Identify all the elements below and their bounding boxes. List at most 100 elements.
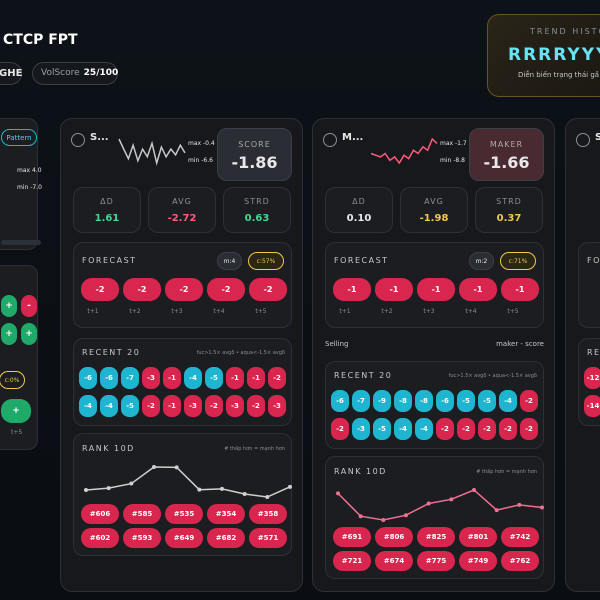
forecast-panel: FORECAST m:2 c:71% -1 t+1 -1 t+2 -1 t+3 -1 t+4 -1 t+… <box>325 242 544 328</box>
recent-pill: -5 <box>478 390 496 412</box>
recent-pill: -2 <box>142 395 160 417</box>
mini-chart <box>118 138 186 166</box>
c-pill: c:57% <box>248 252 284 270</box>
legend: fuc>1.5× avgδ • aqua<-1.5× avgδ <box>196 350 285 356</box>
recent-pill: -8 <box>394 390 412 412</box>
rank-pill: #825 <box>417 527 455 547</box>
recent-pill: -6 <box>100 367 118 389</box>
recent-pill: -3 <box>352 418 370 440</box>
rank-pill: #649 <box>165 528 203 548</box>
forecast-pill: -1 <box>375 278 413 301</box>
signal-pill: + <box>21 323 37 345</box>
recent-pill: -3 <box>142 367 160 389</box>
pattern-button[interactable]: Pattern <box>1 129 37 146</box>
point <box>358 514 363 519</box>
line <box>337 489 543 521</box>
section-title: FO <box>587 256 600 265</box>
forecast-pill: -2 <box>207 278 245 301</box>
rank-pill: #742 <box>501 527 539 547</box>
m-pill: m:4 <box>217 252 242 270</box>
max-label: max -1.7 <box>440 140 467 147</box>
section-title: RECENT 20 <box>82 348 141 357</box>
recent-pill: -2 <box>478 418 496 440</box>
score-value: -1.86 <box>231 153 278 172</box>
tag-pill: GHE <box>0 62 22 85</box>
recent-pill: -5 <box>373 418 391 440</box>
point <box>174 465 179 470</box>
stat-value: -1.98 <box>419 213 449 224</box>
point <box>449 497 454 502</box>
recent-pill: -7 <box>121 367 139 389</box>
min-label: min -8.8 <box>440 157 465 164</box>
card-title: S... <box>90 132 109 143</box>
signal-card: S FO RE -12 -14 <box>565 118 600 592</box>
section-title: RANK 10D <box>334 467 387 476</box>
forecast-pill: -1 <box>333 278 371 301</box>
step-label: t+5 <box>11 429 23 436</box>
mini-chart <box>84 465 292 499</box>
step-label: t+4 <box>213 308 225 315</box>
step-label: t+2 <box>129 308 141 315</box>
point <box>336 491 340 496</box>
forecast-pill: -2 <box>123 278 161 301</box>
point <box>152 465 156 469</box>
point <box>242 491 247 496</box>
mini-chart <box>370 137 438 165</box>
line <box>85 466 291 498</box>
c-pill: c:0% <box>0 371 25 389</box>
score-box: MAKER -1.66 <box>469 128 544 181</box>
min-label: min -7.0 <box>17 184 42 191</box>
side-label: maker - score <box>496 340 544 348</box>
section-title: RECENT 20 <box>334 371 393 380</box>
forecast-pill: -1 <box>417 278 455 301</box>
recent-pill: -2 <box>247 395 265 417</box>
rank-panel: RANK 10D # thấp hơn = mạnh hơn #606 #585 #53… <box>73 433 292 556</box>
forecast-panel: FORECAST m:4 c:57% -2 t+1 -2 t+2 -2 t+3 -2 t+4 -2 t+… <box>73 242 292 328</box>
progress <box>1 240 41 245</box>
score-box: SCORE -1.86 <box>217 128 292 181</box>
point <box>540 505 544 510</box>
recent-pill: -6 <box>436 390 454 412</box>
point <box>381 518 386 522</box>
forecast-pill: -2 <box>81 278 119 301</box>
icon <box>323 133 337 147</box>
recent-pill: -2 <box>268 367 286 389</box>
recent-panel: RECENT 20 fuc>1.5× avgδ • aqua<-1.5× avgδ… <box>73 338 292 426</box>
stat-box: STRD 0.37 <box>475 187 543 233</box>
stat-value: 1.61 <box>94 213 120 224</box>
icon <box>576 133 590 147</box>
trend-value: RRRRYYYY <box>508 45 600 65</box>
section-title: RANK 10D <box>82 444 135 453</box>
recent-pill: -1 <box>226 367 244 389</box>
recent-pill: -4 <box>100 395 118 417</box>
signal-pill: - <box>21 295 37 317</box>
recent-pill: -8 <box>415 390 433 412</box>
signal-pill: + <box>1 295 17 317</box>
rank-pill: #358 <box>249 504 287 524</box>
card-title: S <box>595 132 600 143</box>
stat-label: STRD <box>496 197 522 206</box>
signal-pill: + <box>1 323 17 345</box>
stat-box: AVG -1.98 <box>400 187 468 233</box>
forecast-pill: + <box>1 399 31 423</box>
forecast-pill: -1 <box>501 278 539 301</box>
stat-label: AVG <box>424 197 444 206</box>
recent-pill: -4 <box>184 367 202 389</box>
recent-pill: -9 <box>373 390 391 412</box>
section-title: FORECAST <box>334 256 389 265</box>
side-label: Selling <box>325 340 349 348</box>
recent-pill: -6 <box>331 390 349 412</box>
recent-pill: -2 <box>520 390 538 412</box>
recent-pill: -2 <box>457 418 475 440</box>
trend-label: TREND HISTO <box>530 27 600 36</box>
recent-pill: -14 <box>584 395 600 417</box>
trend-card: TREND HISTO RRRRYYYY Diễn biến trạng thái … <box>487 14 600 97</box>
recent-pill: -4 <box>499 390 517 412</box>
recent-pill: -3 <box>226 395 244 417</box>
rank-pill: #682 <box>207 528 245 548</box>
stat-box: ΔD 0.10 <box>325 187 393 233</box>
recent-pill: -12 <box>584 367 600 389</box>
recent-pill: -1 <box>163 367 181 389</box>
point <box>197 487 202 492</box>
